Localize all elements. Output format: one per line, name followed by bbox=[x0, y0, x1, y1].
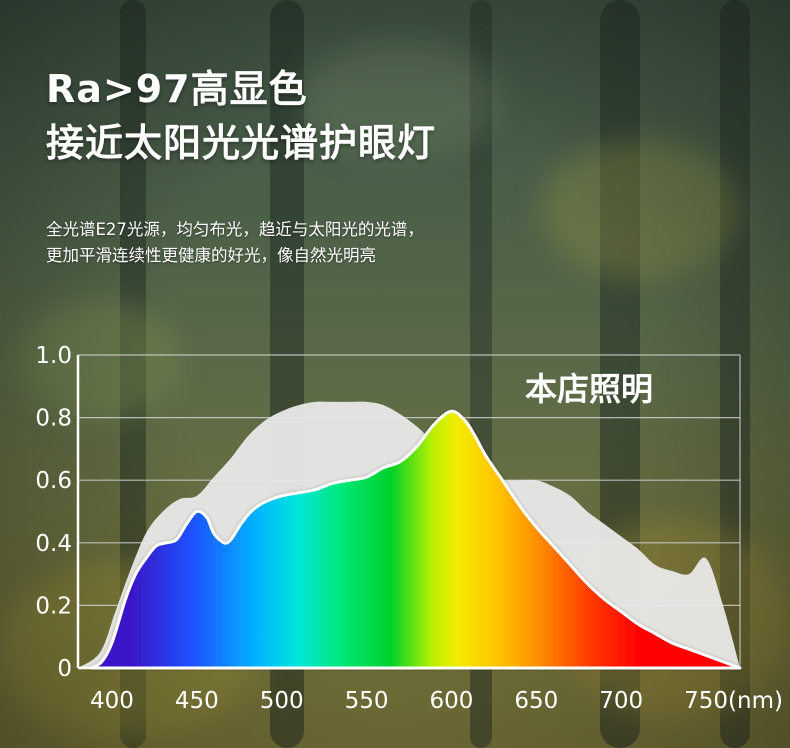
y-tick-labels: 0 0.2 0.4 0.6 0.8 1.0 bbox=[35, 343, 72, 682]
x-tick-label-0: 400 bbox=[90, 688, 134, 714]
description-line-2: 更加平滑连续性更健康的好光，像自然光明亮 bbox=[46, 246, 376, 265]
x-tick-label-3: 550 bbox=[345, 688, 389, 714]
y-tick-label-4: 0.8 bbox=[35, 406, 72, 432]
x-tick-label-1: 450 bbox=[175, 688, 219, 714]
x-unit-label: (nm) bbox=[728, 688, 783, 714]
headline-line-1: Ra>97高显色 bbox=[46, 67, 308, 111]
x-tick-labels: 400 450 500 550 600 650 700 750 (nm) bbox=[90, 688, 783, 714]
y-tick-label-2: 0.4 bbox=[35, 531, 72, 557]
headline-line-2: 接近太阳光光谱护眼灯 bbox=[46, 121, 437, 165]
y-tick-label-0: 0 bbox=[57, 656, 72, 682]
y-tick-label-3: 0.6 bbox=[35, 468, 72, 494]
y-tick-label-5: 1.0 bbox=[35, 343, 72, 369]
x-tick-label-5: 650 bbox=[514, 688, 558, 714]
product-series-label: 本店照明 bbox=[525, 370, 653, 408]
x-tick-label-6: 700 bbox=[599, 688, 643, 714]
y-tick-label-1: 0.2 bbox=[35, 593, 72, 619]
x-tick-label-7: 750 bbox=[684, 688, 728, 714]
x-tick-label-4: 600 bbox=[429, 688, 473, 714]
x-tick-label-2: 500 bbox=[260, 688, 304, 714]
product-spectrum-area bbox=[90, 409, 742, 670]
description-line-1: 全光谱E27光源，均匀布光，趋近与太阳光的光谱， bbox=[46, 220, 424, 239]
